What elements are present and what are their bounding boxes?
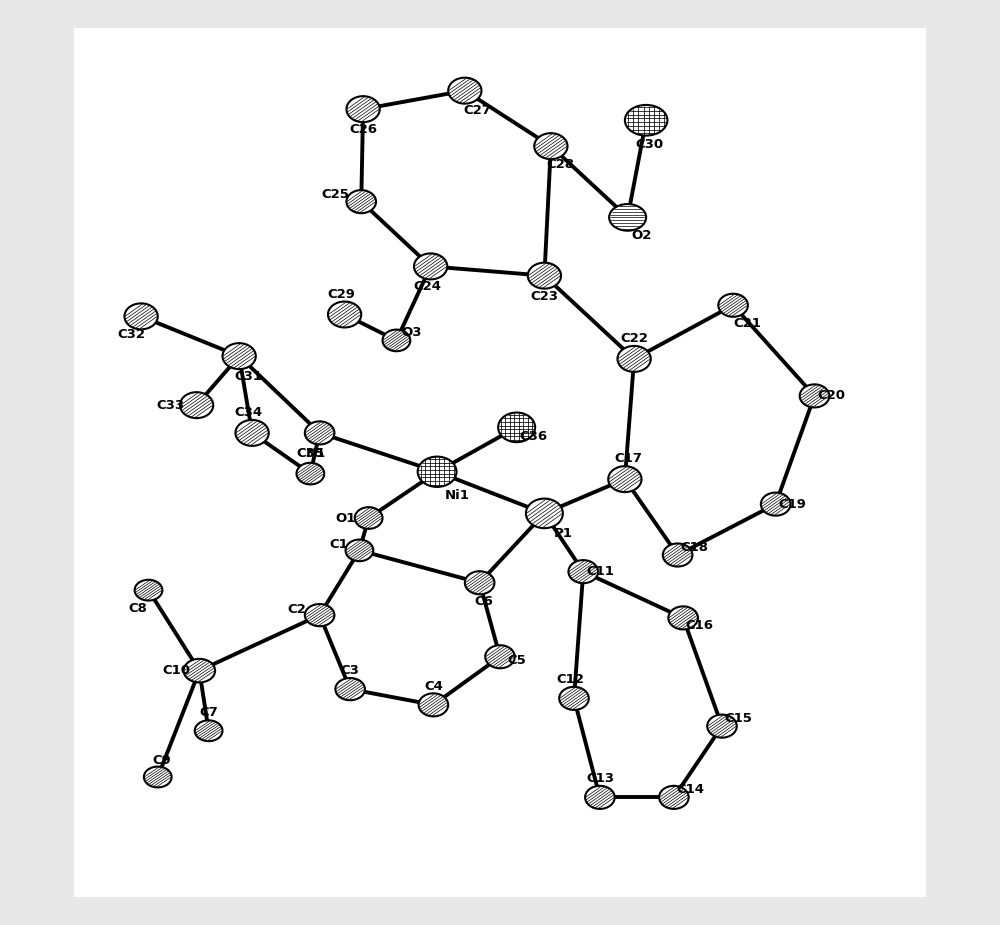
- Ellipse shape: [305, 422, 334, 444]
- Text: Ni1: Ni1: [445, 489, 470, 502]
- Text: C16: C16: [686, 619, 714, 632]
- Ellipse shape: [355, 507, 383, 529]
- Ellipse shape: [659, 786, 689, 808]
- Text: O3: O3: [401, 327, 421, 339]
- Text: C14: C14: [677, 783, 705, 796]
- Ellipse shape: [235, 420, 269, 446]
- Ellipse shape: [305, 604, 334, 626]
- Text: C32: C32: [118, 328, 146, 341]
- Ellipse shape: [383, 329, 410, 352]
- Text: C27: C27: [464, 105, 492, 117]
- Ellipse shape: [180, 392, 213, 418]
- Ellipse shape: [465, 572, 494, 594]
- Ellipse shape: [195, 721, 222, 741]
- Ellipse shape: [617, 346, 651, 372]
- Ellipse shape: [526, 499, 563, 528]
- Ellipse shape: [346, 191, 376, 213]
- Text: C24: C24: [413, 280, 441, 293]
- Text: C36: C36: [519, 430, 547, 443]
- Text: C21: C21: [733, 317, 761, 330]
- Text: C23: C23: [530, 290, 558, 302]
- Text: C8: C8: [128, 602, 147, 615]
- Text: C12: C12: [556, 673, 584, 686]
- Ellipse shape: [296, 462, 324, 485]
- Text: C31: C31: [234, 370, 262, 383]
- Text: C28: C28: [546, 158, 574, 171]
- Ellipse shape: [135, 580, 162, 600]
- Ellipse shape: [559, 687, 589, 709]
- Text: C34: C34: [234, 406, 262, 419]
- Text: C35: C35: [296, 447, 324, 460]
- Ellipse shape: [328, 302, 361, 327]
- Ellipse shape: [184, 659, 215, 683]
- Text: N1: N1: [306, 447, 326, 460]
- Ellipse shape: [222, 343, 256, 369]
- Text: C9: C9: [152, 754, 171, 767]
- Ellipse shape: [448, 78, 482, 104]
- Text: P1: P1: [553, 527, 572, 540]
- Text: C10: C10: [162, 664, 190, 677]
- Ellipse shape: [414, 253, 447, 279]
- Ellipse shape: [609, 204, 646, 230]
- Ellipse shape: [608, 466, 642, 492]
- Text: C6: C6: [474, 595, 493, 608]
- Text: C22: C22: [620, 332, 648, 345]
- Text: C29: C29: [327, 288, 355, 301]
- Ellipse shape: [418, 457, 457, 487]
- Ellipse shape: [346, 539, 373, 561]
- Text: C19: C19: [778, 498, 806, 511]
- Text: C2: C2: [287, 603, 306, 616]
- Ellipse shape: [144, 767, 172, 787]
- Text: C4: C4: [424, 680, 443, 693]
- Ellipse shape: [124, 303, 158, 329]
- Text: C11: C11: [586, 565, 614, 578]
- Text: C7: C7: [199, 706, 218, 719]
- Ellipse shape: [346, 96, 380, 122]
- Ellipse shape: [419, 694, 448, 716]
- Text: C17: C17: [615, 452, 643, 465]
- Text: C26: C26: [349, 123, 377, 136]
- Text: C15: C15: [725, 712, 753, 725]
- Ellipse shape: [528, 263, 561, 289]
- Text: O2: O2: [631, 229, 652, 242]
- Text: O1: O1: [335, 512, 356, 524]
- Text: C5: C5: [507, 654, 526, 667]
- Ellipse shape: [534, 133, 568, 159]
- Text: C3: C3: [341, 664, 360, 677]
- Text: C25: C25: [321, 188, 349, 201]
- Text: C18: C18: [680, 541, 708, 554]
- Ellipse shape: [498, 413, 535, 442]
- Ellipse shape: [485, 646, 515, 668]
- Ellipse shape: [761, 493, 790, 515]
- Ellipse shape: [625, 105, 667, 136]
- Ellipse shape: [800, 385, 829, 407]
- Ellipse shape: [568, 561, 598, 583]
- Text: C33: C33: [157, 399, 185, 412]
- Text: C20: C20: [817, 389, 845, 402]
- Ellipse shape: [335, 678, 365, 700]
- Ellipse shape: [663, 544, 692, 566]
- Ellipse shape: [668, 607, 698, 629]
- Ellipse shape: [585, 786, 615, 808]
- Ellipse shape: [718, 294, 748, 316]
- Text: C1: C1: [330, 538, 348, 551]
- Text: C30: C30: [636, 138, 664, 151]
- Ellipse shape: [707, 715, 737, 737]
- Text: C13: C13: [586, 772, 614, 785]
